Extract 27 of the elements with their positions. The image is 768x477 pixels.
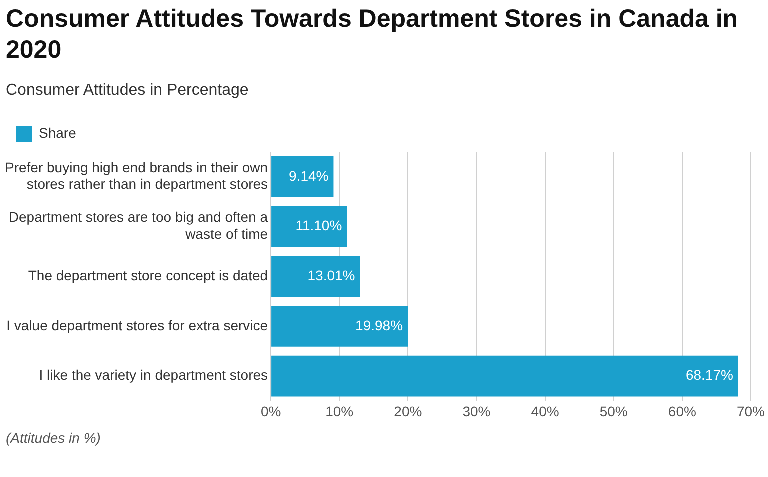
x-tick-label: 70% bbox=[736, 403, 766, 420]
x-tick-label: 50% bbox=[600, 403, 628, 420]
legend-label: Share bbox=[39, 124, 77, 141]
y-tick-label: The department store concept is dated bbox=[28, 267, 268, 284]
x-tick-label: 40% bbox=[531, 403, 560, 420]
x-tick-label: 60% bbox=[668, 403, 696, 420]
y-tick-label: Prefer buying high end brands in their own stores rather than in department stores bbox=[4, 159, 268, 192]
y-tick-label: I like the variety in department stores bbox=[39, 367, 268, 384]
x-tick-label: 20% bbox=[394, 403, 422, 420]
text: (Attitudes in %) bbox=[6, 430, 101, 446]
bar bbox=[272, 306, 408, 347]
bar bbox=[272, 356, 738, 397]
data-label: 13.01% bbox=[308, 267, 356, 284]
bar bbox=[272, 156, 334, 198]
data-label: 68.17% bbox=[686, 367, 734, 384]
y-tick-label: I value department stores for extra service bbox=[6, 317, 268, 334]
bar bbox=[272, 206, 348, 248]
x-tick-label: 30% bbox=[462, 403, 491, 420]
chart-title: Consumer Attitudes Towards Department Stores in Canada in 2020 bbox=[6, 4, 740, 66]
x-tick-label: 0% bbox=[260, 403, 282, 420]
data-label: 11.10% bbox=[296, 218, 342, 234]
data-label: 19.98% bbox=[356, 317, 404, 334]
text: Consumer Attitudes in Percentage bbox=[6, 82, 249, 100]
bar bbox=[272, 256, 360, 298]
x-tick-label: 10% bbox=[326, 403, 354, 420]
y-tick-label: Department stores are too big and often a waste of time bbox=[8, 209, 268, 242]
data-label: 9.14% bbox=[289, 168, 329, 184]
